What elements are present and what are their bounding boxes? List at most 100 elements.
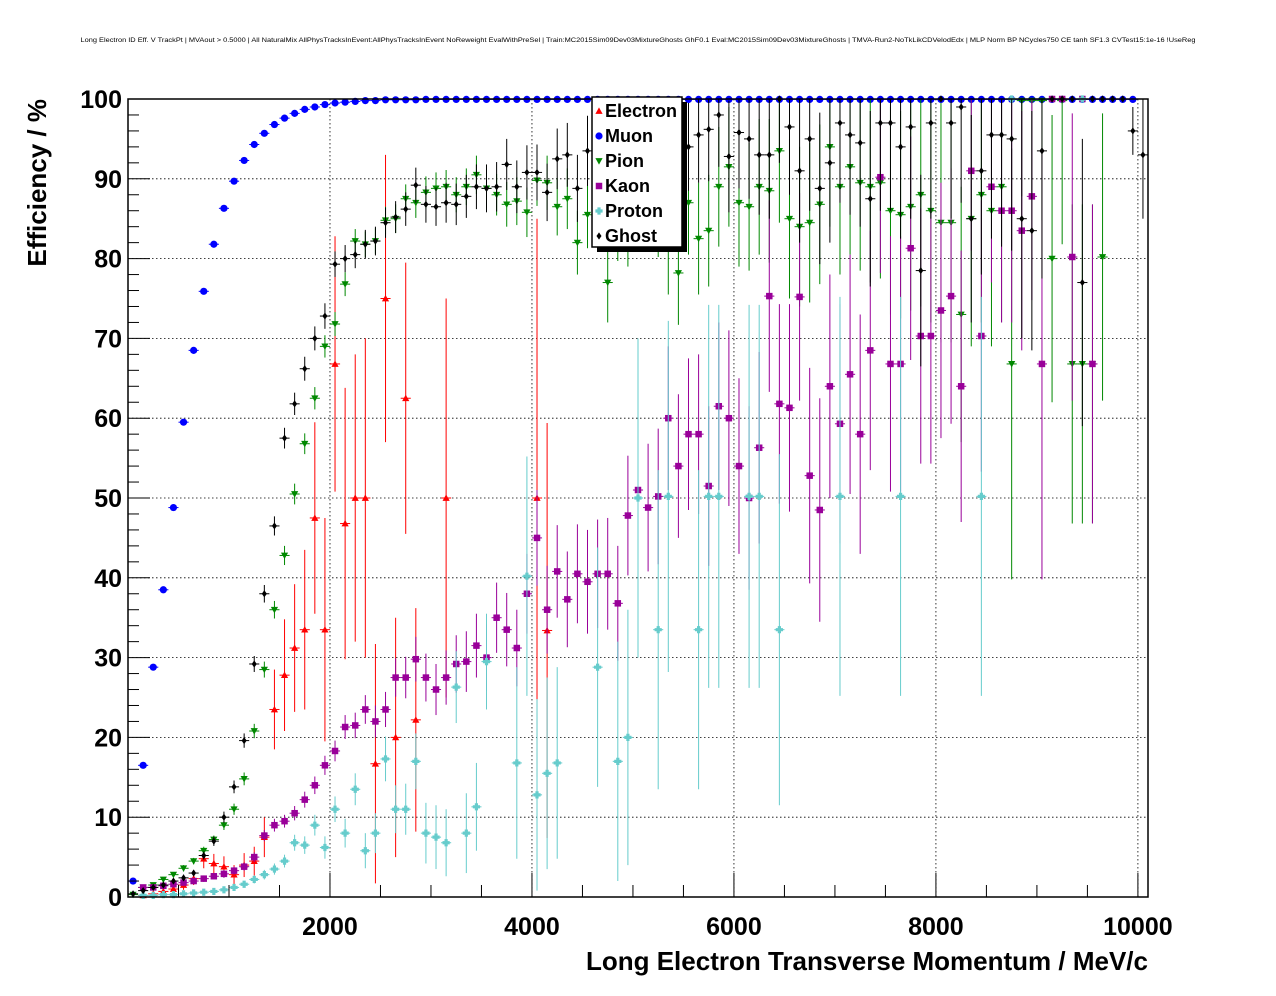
muon-point [321,100,329,109]
legend-muon-label: Muon [605,126,653,146]
proton-point [402,805,410,813]
kaon-point [644,504,652,511]
ghost-point [887,119,893,127]
muon-point [200,287,208,295]
pion-point [341,281,349,288]
kaon-point [937,307,945,314]
ghost-point [928,119,934,127]
kaon-point [796,293,803,301]
kaon-point [442,674,450,681]
pion-point [220,822,228,829]
muon-point [190,346,198,354]
ghost-point [1130,127,1136,135]
proton-point [462,829,470,837]
ghost-point [383,219,389,227]
kaon-point [564,596,571,603]
kaon-point [513,644,521,652]
y-tick-label: 30 [94,645,122,673]
electron-point [402,394,410,402]
kaon-point [463,658,470,665]
electron-point [341,519,349,527]
ghost-point [251,660,257,668]
kaon-point [887,360,894,368]
proton-point [594,663,602,671]
kaon-point [412,655,420,663]
proton-point [220,886,228,894]
pion-point [311,395,319,402]
pion-point [169,871,178,879]
kaon-point [422,674,430,681]
ghost-point [1039,147,1045,155]
kaon-point [493,614,500,621]
kaon-point [725,414,733,422]
ghost-point [181,874,187,882]
muon-point [361,96,369,105]
ghost-point [1009,135,1015,143]
kaon-point [291,809,298,817]
kaon-point [766,292,773,300]
x-tick-label: 10000 [1103,913,1173,941]
ghost-point [403,205,409,213]
pion-point [291,491,299,498]
proton-point [553,759,561,767]
kaon-point [382,706,389,713]
kaon-point [473,642,480,649]
pion-point [1048,255,1056,263]
ghost-point [827,159,833,167]
proton-point [482,657,491,666]
pion-point [604,279,612,287]
y-tick-label: 100 [80,86,122,114]
kaon-point [543,606,551,613]
kaon-point [867,347,874,354]
electron-point [270,705,279,713]
kaon-point [856,430,864,438]
ghost-point [130,890,136,898]
kaon-point [250,853,258,861]
legend-electron-label: Electron [605,101,677,121]
kaon-point [190,877,197,885]
ghost-point [968,215,974,223]
ghost-point [978,167,984,175]
ghost-point [302,365,308,373]
ghost-point [685,143,692,151]
axes: 0 10 20 30 40 50 60 70 80 90 100 2000 4000 6000 8000 10… [80,86,1172,941]
proton-point [412,757,420,765]
kaon-point [271,821,278,829]
ghost-point [1029,227,1035,235]
pion-point [321,343,329,350]
proton-point [442,839,450,847]
pion-point [1098,254,1107,261]
ghost-point [221,813,227,821]
y-tick-label: 0 [108,884,122,912]
ghost-point [514,183,520,191]
kaon-point [675,462,682,470]
pion-point [200,847,208,855]
kaon-point [392,674,399,681]
ghost-point [786,123,793,131]
ghost-point [1079,278,1085,287]
proton-point [775,626,783,634]
kaon-point [846,371,854,378]
y-axis-label: Efficiency / % [22,99,52,267]
proton-point [280,857,289,865]
muon-point [291,109,299,117]
ghost-point [201,851,207,860]
pion-point [563,195,571,203]
proton-point [977,492,985,501]
ghost-point [332,260,338,268]
electron-point [361,494,369,501]
kaon-point [947,292,955,300]
kaon-point [372,718,379,725]
ghost-point [544,188,550,196]
ghost-point [292,400,298,408]
legend-muon-marker [595,132,603,140]
ghost-point [554,155,560,163]
kaon-point [806,472,813,479]
kaon-point [200,875,207,882]
proton-point [351,785,359,793]
y-tick-label: 10 [94,804,122,832]
ghost-point [574,184,580,192]
pion-point [694,235,703,243]
proton-point [139,891,147,900]
proton-point [159,891,167,899]
